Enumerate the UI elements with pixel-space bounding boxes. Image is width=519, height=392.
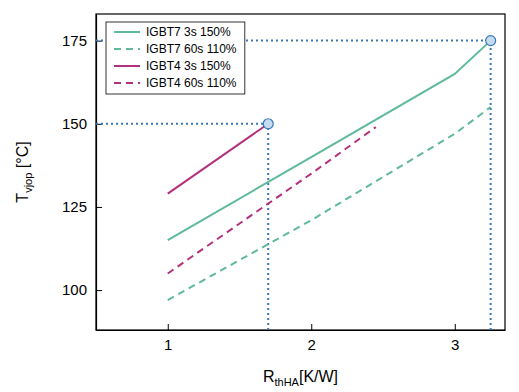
legend-label: IGBT7 3s 150%: [146, 25, 231, 39]
tick: 3: [451, 324, 459, 353]
axis-title-base: T: [14, 193, 31, 203]
legend-entry: IGBT7 3s 150%: [114, 25, 231, 39]
tick-mark: [96, 290, 102, 291]
tick: 2: [308, 324, 316, 353]
plot: 1 2 3 100 125 150 175 IGBT7 3s 150% IGBT7 60s 11…: [62, 14, 506, 353]
legend-swatch: [114, 31, 140, 33]
tick-label: 150: [62, 115, 87, 132]
chart: 1 2 3 100 125 150 175 IGBT7 3s 150% IGBT7 60s 11…: [0, 0, 519, 392]
y-axis: 100 125 150 175: [62, 15, 102, 331]
legend-label: IGBT4 60s 110%: [146, 76, 237, 90]
plot-frame: [96, 14, 505, 330]
tick-mark: [311, 324, 312, 330]
legend-swatch: [114, 48, 140, 50]
tick-mark: [96, 207, 102, 208]
tick-mark: [455, 324, 456, 330]
legend-entry: IGBT4 3s 150%: [114, 59, 231, 73]
tick-label: 1: [164, 336, 172, 353]
axis-title-unit: [°C]: [14, 141, 31, 172]
series-line: [168, 124, 268, 194]
legend-box: [106, 22, 245, 94]
tick-label: 3: [451, 336, 459, 353]
tick-label: 100: [62, 281, 87, 298]
tick: 1: [164, 324, 172, 353]
axis-line: [97, 330, 506, 331]
axis-title-subscript: vjop: [22, 173, 34, 193]
reference-line: [96, 123, 268, 125]
tick: 175: [62, 32, 102, 49]
axis-title-subscript: thHA: [274, 376, 299, 388]
data-area: [96, 36, 496, 330]
tick: 100: [62, 281, 102, 298]
legend-swatch: [114, 65, 140, 67]
tick-label: 175: [62, 32, 87, 49]
series-line: [168, 127, 376, 273]
axis-title: RthHA[K/W]: [263, 368, 338, 388]
axis-title-unit: [K/W]: [299, 368, 338, 385]
legend: IGBT7 3s 150% IGBT7 60s 110% IGBT4 3s 150%…: [106, 22, 245, 94]
reference-point: [263, 119, 273, 129]
reference-line: [267, 124, 269, 330]
tick: 150: [62, 115, 102, 132]
tick-label: 2: [308, 336, 316, 353]
tick-label: 125: [62, 198, 87, 215]
reference-line: [490, 41, 492, 330]
tick: 125: [62, 198, 102, 215]
legend-entry: IGBT4 60s 110%: [114, 76, 237, 90]
axis-line: [96, 15, 97, 331]
series-line: [168, 107, 491, 300]
x-axis: 1 2 3: [97, 324, 506, 353]
axis-title-base: R: [263, 368, 275, 385]
axis-title: Tvjop [°C]: [14, 141, 34, 202]
reference-point: [486, 36, 496, 46]
legend-swatch: [114, 82, 140, 84]
legend-label: IGBT7 60s 110%: [146, 42, 237, 56]
legend-entry: IGBT7 60s 110%: [114, 42, 237, 56]
legend-label: IGBT4 3s 150%: [146, 59, 231, 73]
tick-mark: [168, 324, 169, 330]
